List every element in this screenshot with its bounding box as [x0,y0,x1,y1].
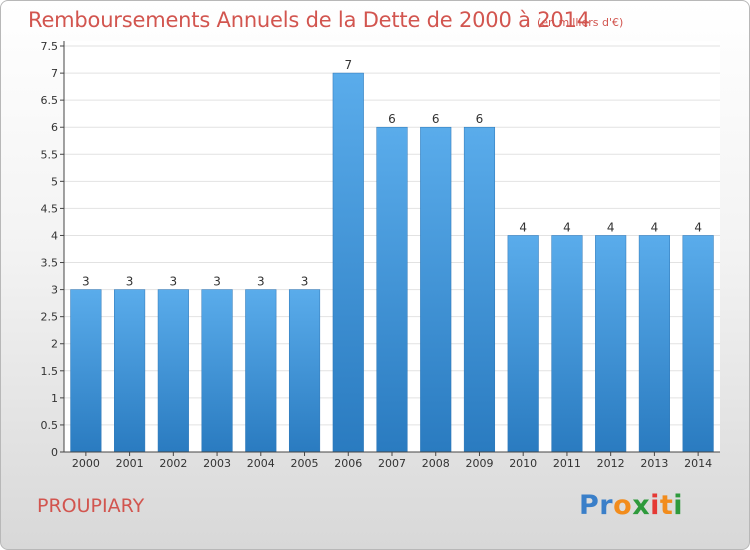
y-tick-label: 4 [51,229,58,242]
x-tick-label: 2010 [509,457,537,470]
x-tick-label: 2005 [291,457,319,470]
data-label: 4 [519,220,527,234]
chart-subtitle: (en milliers d'€) [537,16,624,29]
bar [682,235,714,453]
data-label: 6 [432,112,440,126]
data-label: 3 [82,275,90,289]
bar [507,235,539,453]
x-tick-label: 2013 [640,457,668,470]
logo-letter: i [650,490,660,521]
bar [463,126,496,453]
chart-title: Remboursements Annuels de la Dette de 20… [28,8,590,32]
y-tick-label: 5.5 [41,148,59,161]
x-tick-label: 2001 [116,457,144,470]
data-label: 6 [388,112,396,126]
x-tick-label: 2006 [334,457,362,470]
y-axis-ticks: 0 0.5 1 1.5 2 2.5 3 3.5 4 4.5 5 5.5 6 6.5 7 7.5 [41,40,64,459]
bar [332,72,364,453]
bar [70,289,102,453]
data-label: 3 [126,275,134,289]
x-axis-ticks: 2000 2001 2002 2003 2004 2005 2006 2007 2008 2009… [72,452,712,470]
bar [595,235,627,453]
x-tick-label: 2002 [159,457,187,470]
value-labels: 3 3 3 3 3 3 7 6 6 6 4 4 4 4 4 [82,58,702,289]
x-tick-label: 2011 [553,457,581,470]
bar [638,235,670,453]
x-tick-label: 2007 [378,457,406,470]
logo-letter: i [673,490,684,521]
commune-name: PROUPIARY [37,495,145,517]
data-label: 3 [301,275,309,289]
data-label: 6 [476,112,484,126]
y-tick-label: 6 [51,121,58,134]
x-tick-label: 2008 [422,457,450,470]
y-tick-label: 0 [51,446,58,459]
y-tick-label: 0.5 [41,419,59,432]
x-tick-label: 2004 [247,457,275,470]
bar [157,289,189,453]
bar [201,289,233,453]
data-label: 4 [651,220,659,234]
y-tick-label: 3.5 [41,257,59,270]
data-label: 4 [563,220,571,234]
y-tick-label: 5 [51,175,58,188]
y-tick-label: 1.5 [41,365,59,378]
y-tick-label: 4.5 [41,202,59,215]
y-tick-label: 2.5 [41,311,59,324]
data-label: 3 [257,275,265,289]
y-tick-label: 1 [51,392,58,405]
bars [70,72,714,453]
x-tick-label: 2009 [465,457,493,470]
y-tick-label: 7 [51,67,58,80]
bar [551,235,583,453]
logo-letter: P [579,490,600,521]
logo-letter: o [613,490,633,521]
bar [114,289,146,453]
proxiti-logo: Proxiti [579,490,683,521]
bar [288,289,321,453]
y-tick-label: 7.5 [41,40,59,53]
data-label: 4 [607,220,615,234]
data-label: 3 [213,275,221,289]
x-tick-label: 2012 [597,457,625,470]
y-tick-label: 2 [51,338,58,351]
bar [376,126,408,453]
x-tick-label: 2014 [684,457,712,470]
logo-letter: t [659,490,674,521]
y-tick-label: 3 [51,284,58,297]
logo-letter: x [632,490,651,521]
data-label: 4 [694,220,702,234]
data-label: 7 [344,58,352,72]
data-label: 3 [170,275,178,289]
y-tick-label: 6.5 [41,94,59,107]
bar [245,289,277,453]
logo-letter: r [599,490,614,521]
x-tick-label: 2003 [203,457,231,470]
bar [420,126,452,453]
x-tick-label: 2000 [72,457,100,470]
